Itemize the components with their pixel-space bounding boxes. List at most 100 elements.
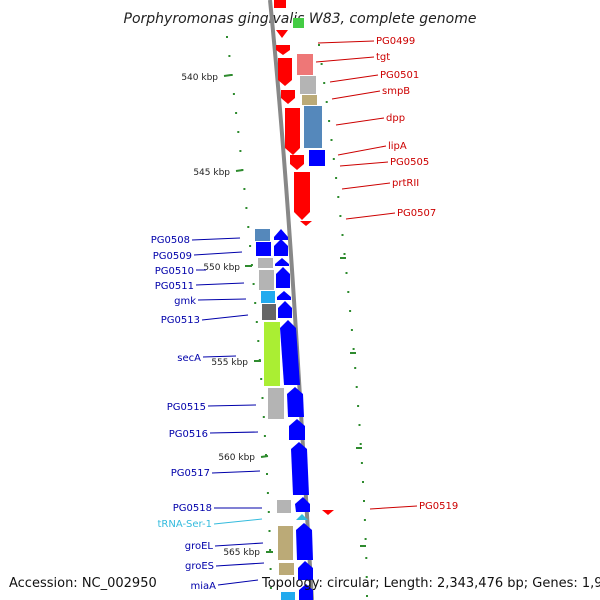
scale-dot xyxy=(226,36,228,38)
gene-label-secA[interactable]: secA xyxy=(177,353,201,364)
leader-line xyxy=(210,432,258,433)
leader-line xyxy=(342,183,390,189)
gene-feature[interactable] xyxy=(278,58,292,86)
scale-dot xyxy=(243,188,245,190)
scale-dot xyxy=(331,139,333,141)
gene-label-PG0510[interactable]: PG0510 xyxy=(155,266,194,277)
scale-dot xyxy=(256,321,258,323)
gene-label-PG0501[interactable]: PG0501 xyxy=(380,70,419,81)
scale-dot xyxy=(263,416,265,418)
scale-dot xyxy=(323,82,325,84)
gene-feature[interactable] xyxy=(276,267,290,288)
scale-dot xyxy=(365,557,367,559)
gene-label-groEL[interactable]: groEL xyxy=(185,541,214,552)
scale-dot xyxy=(321,63,323,65)
tick-mark xyxy=(236,170,243,171)
gene-feature[interactable] xyxy=(277,291,291,300)
scale-dot xyxy=(245,207,247,209)
leader-line xyxy=(194,252,242,255)
right-labels: PG0499 tgt PG0501 smpB dpp lipA PG0505 p… xyxy=(316,36,458,512)
cog-box xyxy=(293,18,304,28)
scale-dot xyxy=(349,310,351,312)
accession-text: Accession: NC_002950 xyxy=(9,576,157,591)
scale-dot xyxy=(361,462,363,464)
scale-dot xyxy=(328,120,330,122)
gene-label-PG0511[interactable]: PG0511 xyxy=(155,281,194,292)
leader-line xyxy=(330,75,378,82)
cog-box xyxy=(302,95,317,105)
gene-feature[interactable] xyxy=(274,229,288,240)
gene-label-PG0509[interactable]: PG0509 xyxy=(153,251,192,262)
leader-line xyxy=(370,506,417,509)
leader-line xyxy=(332,91,380,99)
gene-feature[interactable] xyxy=(294,172,310,220)
gene-feature[interactable] xyxy=(275,258,289,266)
scale-dot xyxy=(249,245,251,247)
gene-feature[interactable] xyxy=(276,30,288,38)
scale-dot xyxy=(363,500,365,502)
gene-label-gmk[interactable]: gmk xyxy=(174,296,196,307)
gene-feature[interactable] xyxy=(274,239,288,256)
gene-feature[interactable] xyxy=(300,221,312,226)
leader-line xyxy=(202,315,248,320)
gene-feature[interactable] xyxy=(276,45,290,55)
gene-label-PG0519[interactable]: PG0519 xyxy=(419,501,458,512)
leader-line xyxy=(196,283,244,285)
gene-label-PG0513[interactable]: PG0513 xyxy=(161,315,200,326)
cog-box xyxy=(300,76,316,94)
gene-label-tgt[interactable]: tgt xyxy=(376,52,390,63)
leader-line xyxy=(208,405,256,406)
cog-box xyxy=(268,388,284,419)
gene-label-PG0508[interactable]: PG0508 xyxy=(151,235,190,246)
gene-label-tRNA-Ser-1[interactable]: tRNA-Ser-1 xyxy=(157,519,212,530)
scale-dot xyxy=(235,112,237,114)
gene-feature[interactable] xyxy=(296,523,313,560)
scale-dot xyxy=(262,397,264,399)
leader-line xyxy=(192,238,240,240)
gene-feature[interactable] xyxy=(281,90,295,104)
cog-box xyxy=(277,500,291,513)
scale-dot xyxy=(253,283,255,285)
scale-dot xyxy=(364,519,366,521)
gene-feature[interactable] xyxy=(291,442,309,495)
gene-feature[interactable] xyxy=(322,510,334,515)
gene-label-prtRII[interactable]: prtRII xyxy=(392,178,419,189)
cog-box xyxy=(278,526,293,560)
scale-dot xyxy=(354,367,356,369)
genome-map: Porphyromonas gingivalis W83, complete g… xyxy=(0,0,600,600)
gene-label-lipA[interactable]: lipA xyxy=(388,141,407,152)
tick-label-550: 550 kbp xyxy=(203,263,240,273)
scale-dot xyxy=(247,226,249,228)
scale-dot xyxy=(357,405,359,407)
gene-label-PG0499[interactable]: PG0499 xyxy=(376,36,415,47)
scale-dot xyxy=(347,291,349,293)
gene-feature[interactable] xyxy=(290,155,304,170)
gene-label-PG0517[interactable]: PG0517 xyxy=(171,468,210,479)
scale-dot xyxy=(268,511,270,513)
gene-feature[interactable] xyxy=(285,108,300,155)
gene-label-PG0515[interactable]: PG0515 xyxy=(167,402,206,413)
leader-line xyxy=(340,162,388,166)
gene-label-groES[interactable]: groES xyxy=(185,561,214,572)
gene-label-PG0507[interactable]: PG0507 xyxy=(397,208,436,219)
gene-feature[interactable] xyxy=(274,0,286,8)
scale-dot xyxy=(239,150,241,152)
leader-line xyxy=(215,543,263,546)
gene-label-PG0505[interactable]: PG0505 xyxy=(390,157,429,168)
scale-dot xyxy=(351,329,353,331)
cog-box xyxy=(309,150,325,166)
tick-label-540: 540 kbp xyxy=(181,73,218,83)
leader-line xyxy=(318,41,374,43)
tick-mark xyxy=(261,456,268,457)
scale-dot xyxy=(360,443,362,445)
gene-feature[interactable] xyxy=(278,301,292,318)
gene-label-dpp[interactable]: dpp xyxy=(386,113,405,124)
cog-box xyxy=(258,258,273,268)
scale-dot xyxy=(346,272,348,274)
gene-label-smpB[interactable]: smpB xyxy=(382,86,410,97)
gene-label-PG0516[interactable]: PG0516 xyxy=(169,429,208,440)
leader-line xyxy=(338,146,386,155)
gene-label-PG0518[interactable]: PG0518 xyxy=(173,503,212,514)
scale-dot xyxy=(335,177,337,179)
scale-dot xyxy=(266,473,268,475)
